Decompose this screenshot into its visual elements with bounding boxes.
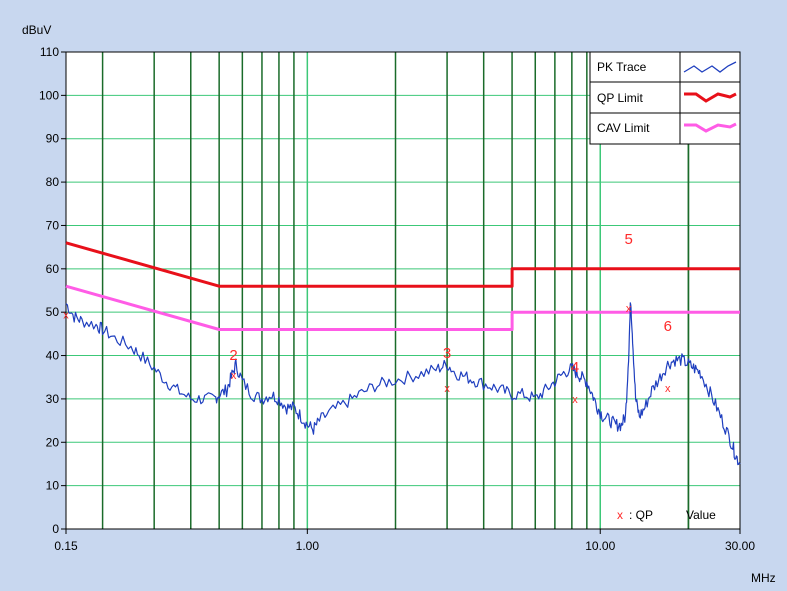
- x-tick-label: 10.00: [585, 539, 615, 553]
- marker-note-text: : QP: [629, 508, 653, 522]
- series-lines: [65, 241, 741, 466]
- qp-marker-label: 3: [443, 345, 451, 362]
- qp-marker-label: 6: [664, 318, 672, 335]
- marker-note-symbol: x: [617, 508, 623, 522]
- legend-label-pk: PK Trace: [597, 60, 647, 74]
- y-tick-label: 110: [40, 45, 59, 59]
- plot-frame: [65, 51, 741, 530]
- y-tick-label: 0: [52, 522, 59, 536]
- qp-markers: x x 2 x 3 x 4 x 5 x 6: [63, 231, 672, 406]
- x-axis-unit: MHz: [751, 571, 776, 585]
- qp-marker: x: [231, 370, 237, 382]
- y-tick-label: 10: [46, 479, 60, 493]
- qp-marker-label: 2: [229, 347, 237, 364]
- legend-swatch-cav: [684, 122, 737, 133]
- qp-marker-label: 4: [571, 359, 579, 376]
- series-line-pk-trace: [65, 302, 741, 466]
- x-tick-labels: 0.15 1.00 10.00 30.00: [54, 529, 755, 553]
- x-tick-label: 30.00: [725, 539, 755, 553]
- qp-marker: x: [444, 383, 450, 395]
- x-tick-label: 0.15: [54, 539, 78, 553]
- y-tick-labels: 0 10 20 30 40 50 60 70 80 90 100 110: [39, 45, 66, 536]
- qp-marker: x: [63, 309, 69, 321]
- legend: PK Trace QP Limit CAV Limit: [589, 51, 741, 145]
- y-tick-label: 80: [46, 175, 60, 189]
- y-tick-label: 40: [46, 349, 60, 363]
- legend-label-cav: CAV Limit: [597, 121, 650, 135]
- y-tick-label: 20: [46, 435, 60, 449]
- legend-swatch-pk: [683, 61, 737, 73]
- qp-marker: x: [665, 383, 671, 395]
- qp-marker-label: 5: [624, 231, 632, 248]
- y-tick-label: 60: [46, 262, 60, 276]
- y-tick-label: 100: [39, 88, 59, 102]
- y-tick-label: 90: [46, 132, 60, 146]
- y-axis-unit: dBuV: [22, 23, 51, 37]
- legend-swatch-qp: [684, 92, 737, 103]
- series-line-qp-limit: [65, 241, 740, 288]
- x-tick-label: 1.00: [296, 539, 320, 553]
- legend-label-qp: QP Limit: [597, 91, 643, 105]
- legend-box: [589, 51, 741, 145]
- y-tick-label: 70: [46, 218, 60, 232]
- qp-marker: x: [572, 394, 578, 406]
- y-tick-label: 30: [46, 392, 60, 406]
- y-tick-label: 50: [46, 305, 60, 319]
- qp-marker: x: [626, 303, 632, 315]
- series-line-cav-limit: [65, 284, 740, 331]
- marker-note: x : QP Value: [617, 508, 716, 522]
- marker-note-suffix: Value: [686, 508, 716, 522]
